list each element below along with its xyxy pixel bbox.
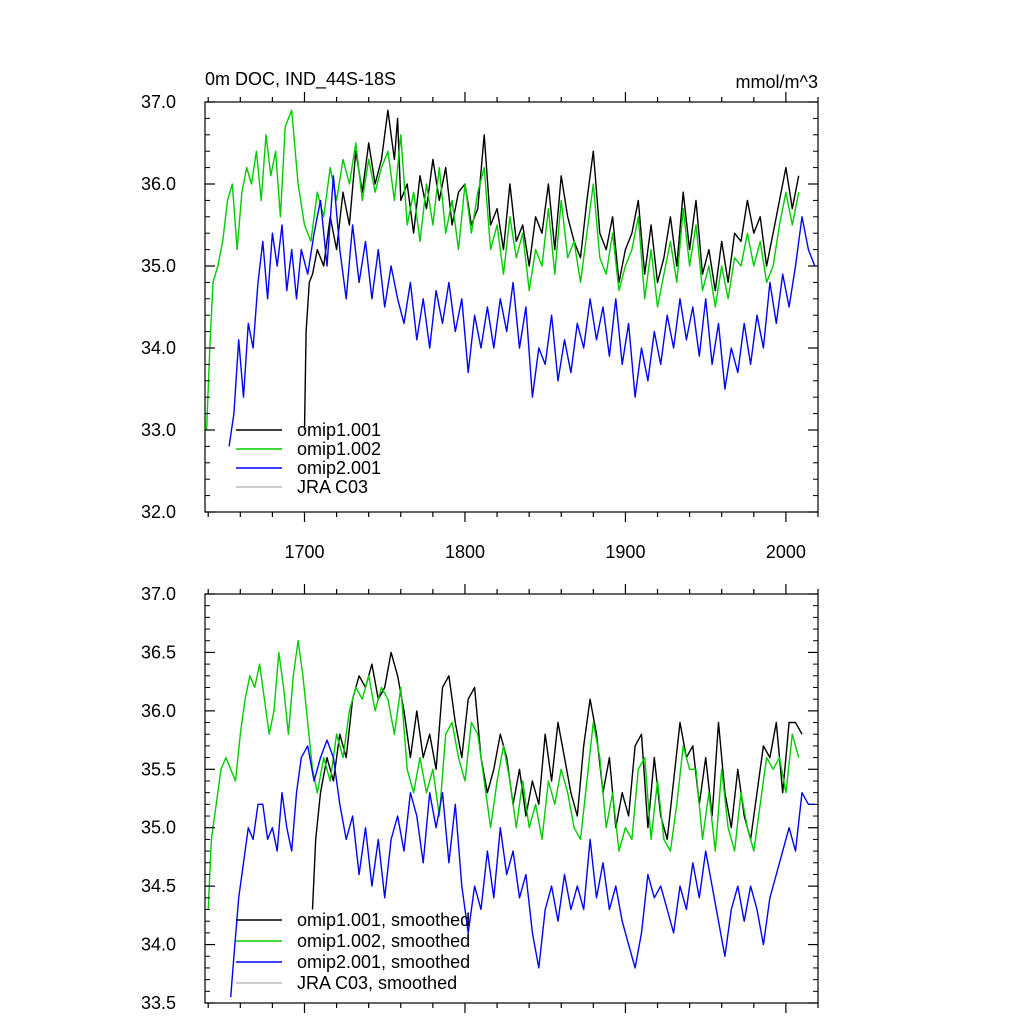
plot-frame [204, 101, 819, 513]
y-tick-label: 37.0 [141, 584, 176, 604]
legend-label: omip1.002, smoothed [297, 931, 470, 951]
series-line-2 [228, 175, 816, 447]
y-tick-label: 34.0 [141, 935, 176, 955]
y-tick-label: 36.5 [141, 642, 176, 662]
series-lines [207, 640, 815, 998]
y-tick-label: 34.5 [141, 876, 176, 896]
y-tick-label: 33.0 [141, 420, 176, 440]
plot-frame [204, 593, 819, 1004]
chart-units: mmol/m^3 [736, 72, 818, 92]
series-lines [205, 109, 816, 447]
y-tick-label: 35.0 [141, 818, 176, 838]
series-line-2 [230, 739, 815, 998]
y-tick-label: 35.5 [141, 759, 176, 779]
x-tick-label: 1800 [445, 542, 485, 562]
y-tick-label: 35.0 [141, 256, 176, 276]
legend-label: omip1.002 [297, 439, 381, 459]
y-tick-label: 36.0 [141, 174, 176, 194]
legend-label: omip1.001, smoothed [297, 910, 470, 930]
series-line-0 [303, 109, 800, 431]
x-tick-label: 1700 [284, 542, 324, 562]
chart-title: 0m DOC, IND_44S-18S [205, 69, 396, 90]
x-tick-label: 2000 [766, 542, 806, 562]
series-line-1 [205, 109, 800, 431]
legend-label: omip2.001 [297, 458, 381, 478]
y-tick-label: 34.0 [141, 338, 176, 358]
y-tick-label: 33.5 [141, 993, 176, 1013]
legend-label: omip2.001, smoothed [297, 952, 470, 972]
series-line-1 [207, 640, 800, 910]
top-panel: 0m DOC, IND_44S-18S mmol/m^3 32.0 33.0 34.… [141, 69, 819, 562]
legend-label: JRA C03, smoothed [297, 973, 457, 993]
y-tick-label: 36.0 [141, 701, 176, 721]
bottom-panel: 33.5 34.0 34.5 35.0 35.5 36.0 36.5 37.0 omip1.00… [141, 584, 819, 1013]
y-tick-label: 37.0 [141, 92, 176, 112]
legend-label: omip1.001 [297, 420, 381, 440]
y-tick-label: 32.0 [141, 502, 176, 522]
legend-label: JRA C03 [297, 477, 368, 497]
x-tick-label: 1900 [605, 542, 645, 562]
series-line-0 [311, 651, 803, 910]
